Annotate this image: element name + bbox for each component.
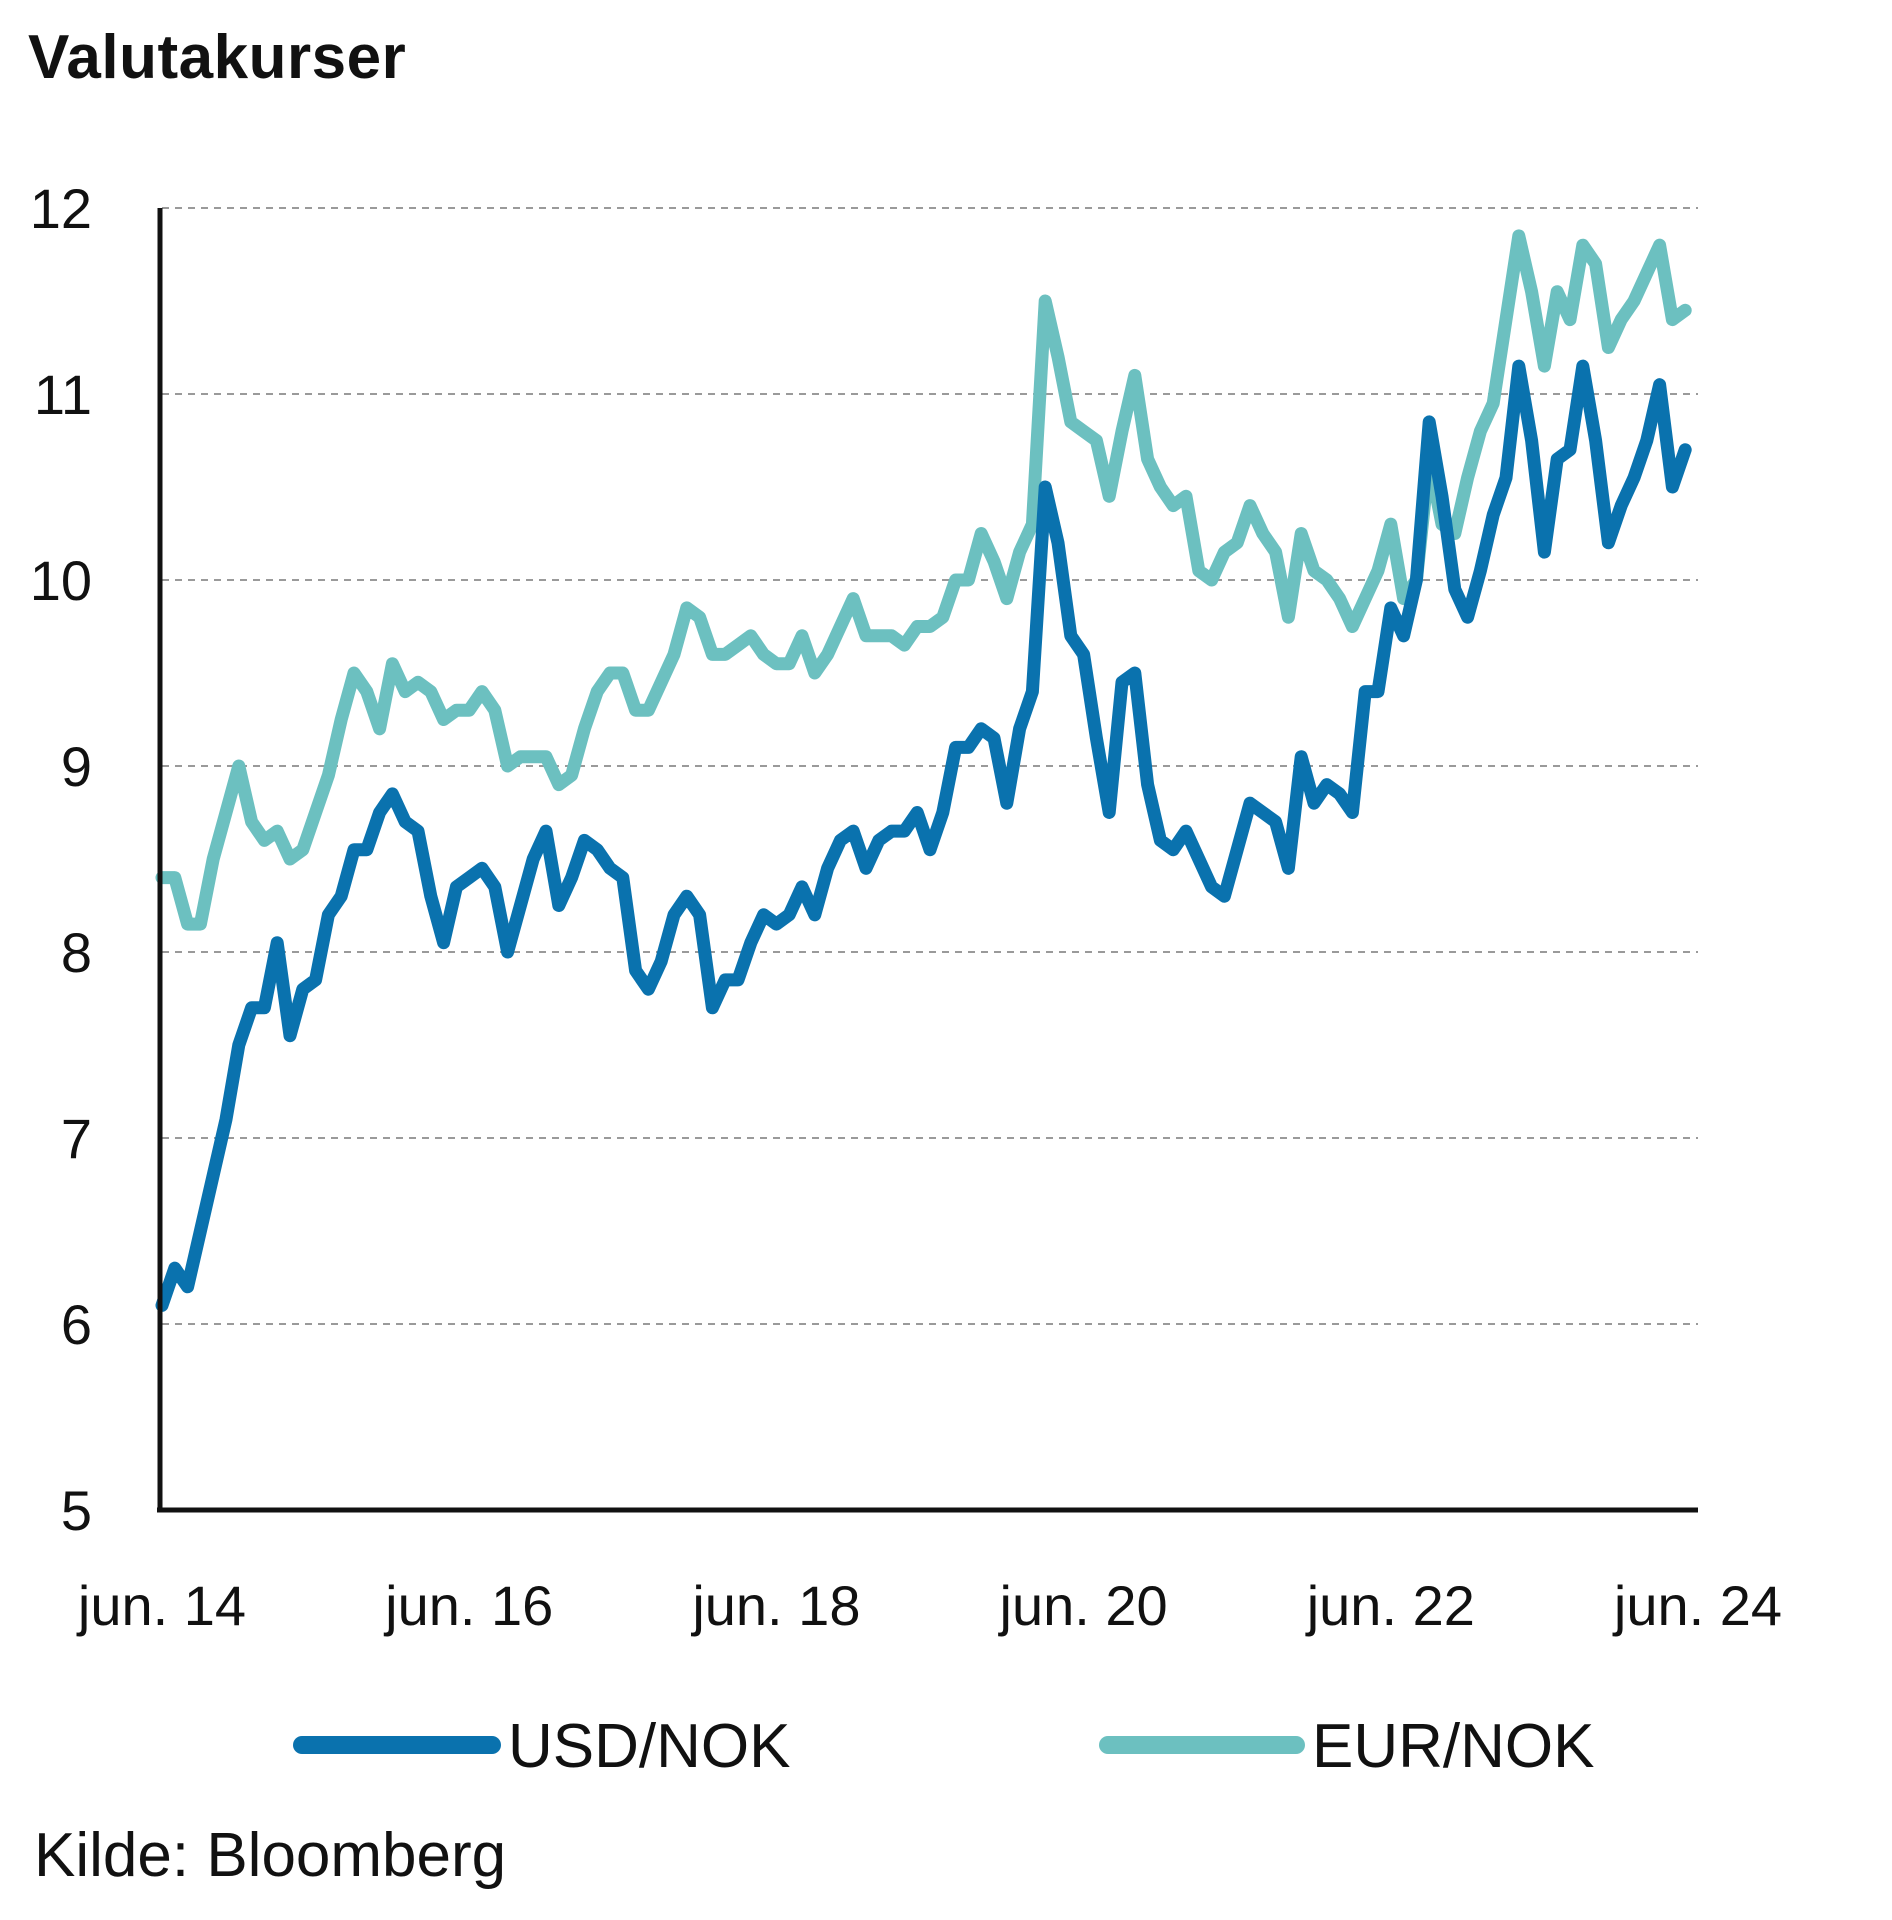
y-tick-label: 10 bbox=[30, 549, 92, 612]
y-tick-label: 11 bbox=[34, 363, 92, 426]
y-tick-label: 7 bbox=[61, 1107, 92, 1170]
x-tick-label: jun. 22 bbox=[1305, 1574, 1475, 1637]
legend-label-usd-nok: USD/NOK bbox=[508, 1712, 790, 1781]
y-tick-labels: 5 6 7 8 9 10 11 12 bbox=[30, 177, 92, 1542]
x-tick-label: jun. 20 bbox=[998, 1574, 1168, 1637]
y-tick-label: 8 bbox=[61, 921, 92, 984]
y-tick-label: 12 bbox=[30, 177, 92, 240]
x-tick-labels: jun. 14 jun. 16 jun. 18 jun. 20 jun. 22 jun. … bbox=[76, 1574, 1782, 1637]
legend: USD/NOK EUR/NOK bbox=[293, 1712, 1594, 1781]
y-tick-label: 9 bbox=[61, 735, 92, 798]
x-tick-label: jun. 14 bbox=[76, 1574, 246, 1637]
y-tick-label: 6 bbox=[61, 1293, 92, 1356]
gridlines bbox=[162, 207, 1698, 1325]
y-tick-label: 5 bbox=[61, 1479, 92, 1542]
axes bbox=[157, 208, 1698, 1513]
x-tick-label: jun. 18 bbox=[690, 1574, 860, 1637]
legend-label-eur-nok: EUR/NOK bbox=[1312, 1712, 1594, 1781]
x-tick-label: jun. 16 bbox=[383, 1574, 553, 1637]
series-line-usd-nok bbox=[155, 359, 1692, 1312]
x-tick-label: jun. 24 bbox=[1612, 1574, 1782, 1637]
series-lines bbox=[155, 229, 1692, 1312]
source-note: Kilde: Bloomberg bbox=[34, 1821, 507, 1890]
chart-title: Valutakurser bbox=[28, 23, 407, 92]
